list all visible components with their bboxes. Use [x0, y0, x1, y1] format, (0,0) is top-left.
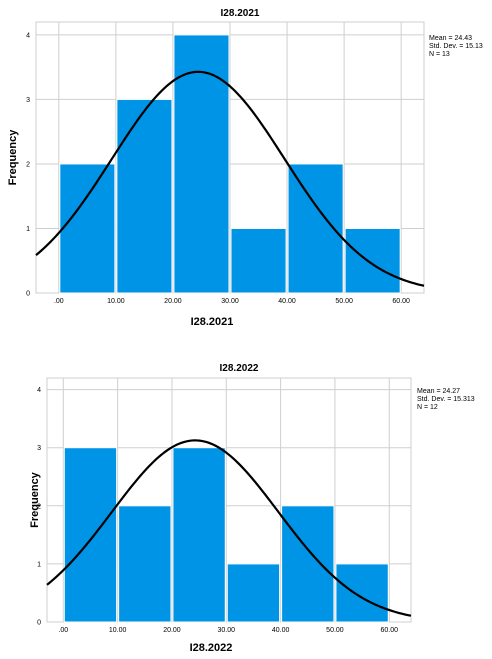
histogram-chart-2: .00 10.00 20.00 30.00 40.00 50.00 60.00 0 1 2 3 4 I2… — [29, 363, 475, 654]
x-tick-label: .00 — [58, 627, 68, 634]
x-tick-label: 60.00 — [392, 298, 410, 305]
histogram-bar — [281, 505, 335, 623]
histogram-bar — [63, 447, 118, 623]
y-tick-label: 0 — [37, 620, 41, 627]
x-axis-label: I28.2021 — [191, 316, 234, 328]
histogram-bar — [335, 563, 389, 623]
y-tick-label: 1 — [37, 561, 41, 568]
bars — [59, 34, 401, 294]
histogram-bar — [344, 227, 401, 294]
y-tick-labels: 0 1 2 3 4 — [37, 387, 41, 626]
stats-line: Mean = 24.27 — [417, 388, 460, 395]
y-tick-label: 2 — [37, 503, 41, 510]
stats-line: Mean = 24.43 — [429, 35, 472, 42]
histogram-bar — [230, 227, 287, 294]
stats-line: N = 12 — [417, 404, 438, 411]
histogram-bar — [226, 563, 281, 623]
stats-line: Std. Dev. = 15.13 — [429, 43, 483, 50]
x-tick-label: 20.00 — [164, 298, 182, 305]
y-axis-label: Frequency — [7, 129, 19, 186]
histogram-bar — [173, 34, 230, 294]
histogram-bar — [172, 447, 226, 623]
y-tick-label: 1 — [26, 226, 30, 233]
y-tick-label: 3 — [37, 445, 41, 452]
histogram-bar — [118, 505, 172, 623]
x-tick-label: 30.00 — [218, 627, 236, 634]
stats-line: Std. Dev. = 15.313 — [417, 396, 475, 403]
x-tick-label: 60.00 — [381, 627, 399, 634]
x-tick-label: 40.00 — [278, 298, 296, 305]
y-tick-label: 0 — [26, 291, 30, 298]
histogram-chart-1: .00 10.00 20.00 30.00 40.00 50.00 60.00 0 1 2 3 4 I2… — [7, 8, 483, 328]
bars — [63, 447, 389, 623]
y-tick-label: 4 — [37, 387, 41, 394]
x-tick-labels: .00 10.00 20.00 30.00 40.00 50.00 60.00 — [58, 627, 398, 634]
stats-line: N = 13 — [429, 51, 450, 58]
x-tick-labels: .00 10.00 20.00 30.00 40.00 50.00 60.00 — [54, 298, 410, 305]
y-axis-label: Frequency — [29, 471, 41, 528]
y-tick-labels: 0 1 2 3 4 — [26, 32, 30, 297]
x-axis-label: I28.2022 — [190, 642, 233, 654]
x-tick-label: 20.00 — [163, 627, 181, 634]
histogram-bar — [116, 98, 173, 294]
x-tick-label: .00 — [54, 298, 64, 305]
x-tick-label: 40.00 — [272, 627, 290, 634]
x-tick-label: 10.00 — [107, 298, 125, 305]
chart-title: I28.2022 — [220, 363, 259, 374]
x-tick-label: 50.00 — [335, 298, 353, 305]
chart-title: I28.2021 — [221, 8, 260, 19]
normal-curve — [46, 439, 412, 617]
y-tick-label: 3 — [26, 97, 30, 104]
x-tick-label: 10.00 — [109, 627, 127, 634]
histogram-bar — [59, 163, 116, 294]
y-tick-label: 2 — [26, 161, 30, 168]
x-tick-label: 30.00 — [221, 298, 239, 305]
y-tick-label: 4 — [26, 32, 30, 39]
x-tick-label: 50.00 — [326, 627, 344, 634]
normal-curve — [35, 70, 425, 287]
